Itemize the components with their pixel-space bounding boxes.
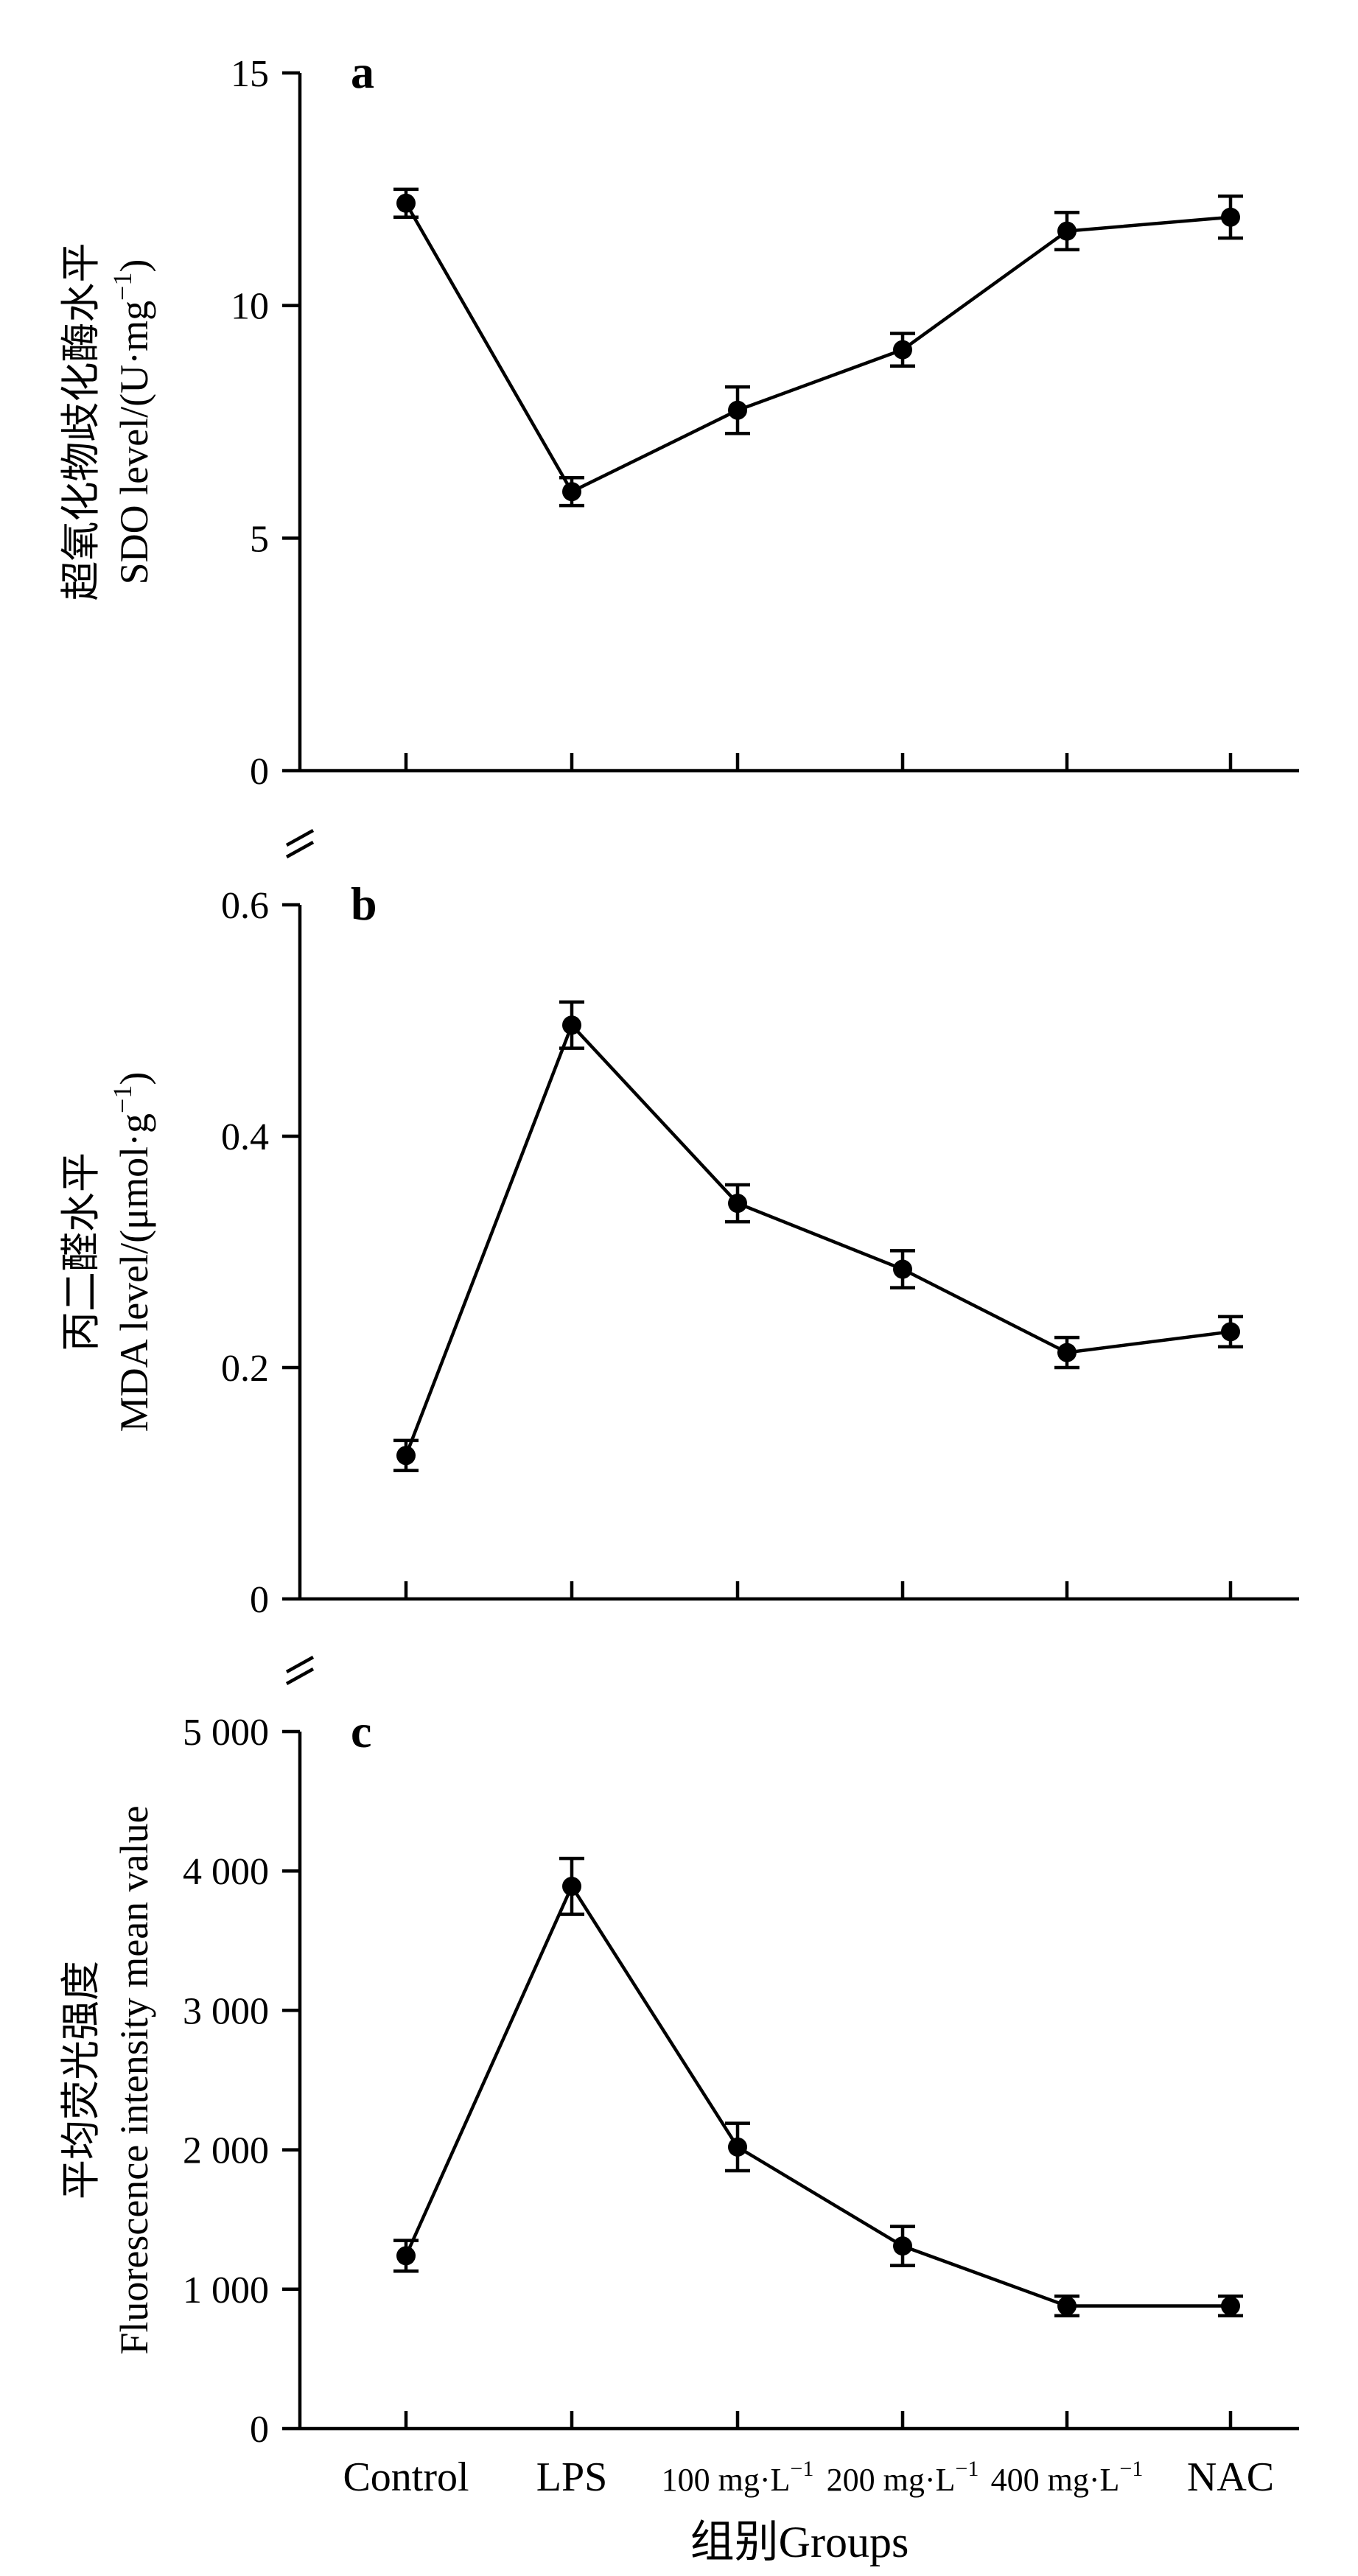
y-tick-label: 4 000 — [183, 1851, 269, 1893]
y-tick-label: 0 — [250, 1579, 269, 1621]
x-category-label: 100 mg·L−1 — [662, 2457, 814, 2498]
y-axis-label-en-main: Fluorescence intensity mean value — [112, 1805, 156, 2354]
data-point — [728, 1194, 747, 1214]
data-point — [396, 193, 416, 213]
panel-letter: c — [351, 1705, 371, 1757]
data-point — [1221, 1322, 1240, 1342]
data-point — [1221, 2296, 1240, 2316]
x-category-label-sup: −1 — [790, 2457, 813, 2481]
x-category-label-text: LPS — [536, 2454, 608, 2500]
data-point — [1057, 2296, 1077, 2316]
y-tick-label: 2 000 — [183, 2130, 269, 2172]
y-axis-label: 丙二醛水平 MDA level/(μmol·g−1) — [59, 1072, 156, 1432]
y-axis-label-zh: 超氧化物歧化酶水平 — [59, 243, 103, 601]
y-axis-label-en: SDO level/(U·mg−1) — [108, 259, 156, 585]
data-point — [562, 1877, 581, 1897]
y-axis-label: 超氧化物歧化酶水平 SDO level/(U·mg−1) — [59, 243, 156, 601]
y-tick-label: 5 000 — [183, 1712, 269, 1754]
x-category-label-text: 400 mg·L — [991, 2462, 1120, 2498]
axis-break-mark — [285, 1667, 315, 1685]
x-category-label: 400 mg·L−1 — [991, 2457, 1144, 2498]
y-axis-label-en: Fluorescence intensity mean value — [112, 1805, 156, 2354]
x-category-label-text: Control — [343, 2454, 469, 2500]
axis-break-mark — [285, 1656, 315, 1673]
x-category-label: Control — [343, 2454, 469, 2500]
axis-break-mark — [285, 841, 315, 858]
y-tick-label: 0.4 — [221, 1116, 269, 1158]
data-point — [1057, 221, 1077, 241]
x-category-label-text: NAC — [1187, 2454, 1274, 2500]
data-point — [396, 1446, 416, 1466]
y-axis-label-zh: 丙二醛水平 — [59, 1152, 103, 1351]
y-axis-label-en-sup: −1 — [108, 273, 137, 301]
series-line — [405, 202, 1231, 494]
y-tick-label: 0.2 — [221, 1348, 269, 1390]
x-category-label: LPS — [536, 2454, 608, 2500]
y-tick-label: 0 — [250, 751, 269, 793]
y-tick-label: 0.6 — [221, 885, 269, 927]
data-point — [893, 340, 912, 360]
x-category-label-sup: −1 — [955, 2457, 979, 2481]
series-line — [404, 1883, 1231, 2308]
x-category-label: 200 mg·L−1 — [827, 2457, 979, 2498]
y-axis-label-en: MDA level/(μmol·g−1) — [108, 1072, 156, 1432]
panel-letter: b — [351, 878, 377, 930]
y-tick-label: 1 000 — [183, 2269, 269, 2311]
y-axis-label-en-main: SDO level/(U·mg — [112, 301, 156, 584]
y-axis-label-en-end: ) — [112, 1072, 156, 1085]
x-category-label-sup: −1 — [1119, 2457, 1143, 2481]
data-point — [1057, 1343, 1077, 1362]
data-point — [893, 2236, 912, 2256]
x-category-label-text: 100 mg·L — [662, 2462, 791, 2498]
panel-letter: a — [351, 46, 374, 98]
data-point — [562, 1015, 581, 1035]
data-point — [728, 400, 747, 420]
data-point — [562, 482, 581, 502]
panel-a: 0 5 10 15 a 超氧化物歧化酶水平 SDO level/(U·mg−1) — [59, 46, 1299, 793]
y-tick-label: 0 — [250, 2409, 269, 2451]
y-tick-label: 3 000 — [183, 1990, 269, 2032]
series-line — [404, 1022, 1231, 1457]
panel-b: 0 0.2 0.4 0.6 b 丙二醛水平 MDA level/(μmol·g−1) — [59, 829, 1299, 1621]
x-category-label: NAC — [1187, 2454, 1274, 2500]
y-tick-label: 15 — [231, 53, 269, 95]
x-axis-label: 组别Groups — [690, 2518, 909, 2566]
data-point — [893, 1259, 912, 1279]
axis-break-mark — [285, 829, 315, 847]
y-axis-label-en-main: MDA level/(μmol·g — [112, 1113, 156, 1432]
x-category-label-text: 200 mg·L — [827, 2462, 956, 2498]
y-tick-label: 5 — [250, 518, 269, 560]
data-point — [728, 2137, 747, 2157]
y-axis-label-en-end: ) — [112, 259, 156, 273]
data-point — [1221, 207, 1240, 227]
y-axis-label-en-sup: −1 — [108, 1085, 137, 1113]
y-axis-label-zh: 平均荧光强度 — [59, 1961, 103, 2199]
data-point — [396, 2246, 416, 2266]
y-tick-label: 10 — [231, 286, 269, 328]
panel-c: 0 1 000 2 000 3 000 4 000 5 000 c 平均荧光强度 Fluores… — [59, 1656, 1299, 2451]
y-axis-label: 平均荧光强度 Fluorescence intensity mean value — [59, 1805, 156, 2354]
